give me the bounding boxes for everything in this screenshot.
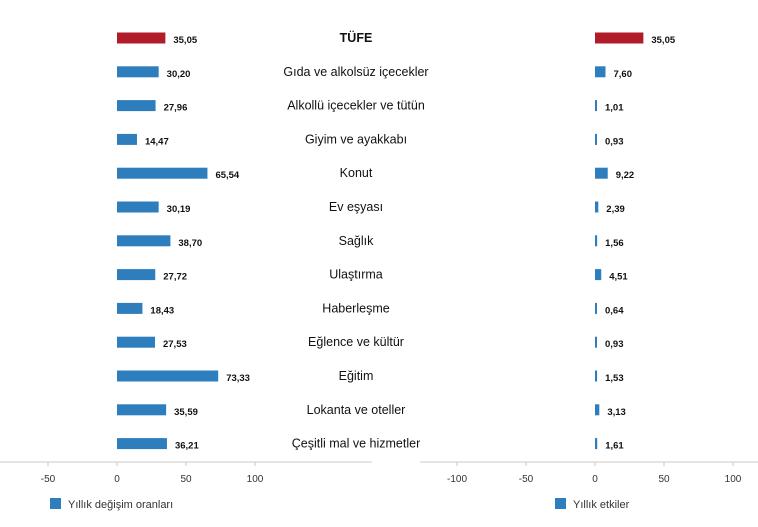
right-legend-label: Yıllık etkiler	[573, 499, 630, 511]
left-x-tick-label: 0	[114, 474, 120, 485]
right-chart-yearly-contributions: 35,05 7,60 1,01 0,93 9,22 2,39 1,56 4,51 0,64 0,9…	[420, 32, 758, 511]
right-x-tick-label: -50	[519, 474, 534, 485]
right-bar-saglik	[595, 235, 598, 247]
category-label-alkollu-icecekler-ve-tutun: Alkollü içecekler ve tütün	[287, 99, 425, 113]
left-value-label-ulastirma: 27,72	[163, 272, 187, 283]
left-bar-giyim-ve-ayakkabi	[117, 133, 137, 145]
left-x-tick-label: 100	[247, 474, 264, 485]
left-chart-yearly-change-rates: 35,05 30,20 27,96 14,47 65,54 30,19 38,70 27,72…	[0, 32, 372, 511]
left-legend-swatch	[50, 498, 61, 509]
category-label-konut: Konut	[340, 166, 373, 180]
right-value-label-lokanta-ve-oteller: 3,13	[607, 407, 626, 418]
right-legend-swatch	[555, 498, 566, 509]
right-value-label-cesitli-mal-ve-hizmetler: 1,61	[605, 441, 624, 452]
right-bar-ev-esyasi	[595, 201, 599, 213]
right-bar-egitim	[595, 370, 598, 382]
left-bar-tufe	[117, 32, 166, 44]
left-value-label-saglik: 38,70	[178, 238, 202, 249]
right-x-tick-label: 100	[725, 474, 742, 485]
right-bar-cesitli-mal-ve-hizmetler	[595, 438, 598, 450]
right-value-label-ulastirma: 4,51	[609, 272, 628, 283]
right-bar-tufe	[595, 32, 644, 44]
right-bar-gida-ve-alkolsuz-icecekler	[595, 66, 606, 78]
left-bar-cesitli-mal-ve-hizmetler	[117, 438, 167, 450]
right-x-tick-label: 50	[658, 474, 670, 485]
left-bar-saglik	[117, 235, 171, 247]
left-value-label-konut: 65,54	[215, 170, 239, 181]
category-label-ulastirma: Ulaştırma	[329, 268, 383, 282]
right-value-label-egitim: 1,53	[605, 373, 624, 384]
left-bar-egitim	[117, 370, 219, 382]
right-value-label-alkollu-icecekler-ve-tutun: 1,01	[605, 103, 624, 114]
left-value-label-ev-esyasi: 30,19	[167, 204, 191, 215]
left-bar-lokanta-ve-oteller	[117, 404, 167, 416]
right-value-label-tufe: 35,05	[651, 35, 675, 46]
left-bar-eglence-ve-kultur	[117, 336, 155, 348]
right-value-label-giyim-ve-ayakkabi: 0,93	[605, 136, 624, 147]
right-bar-konut	[595, 167, 608, 179]
right-bar-ulastirma	[595, 269, 602, 281]
right-bar-haberlesme	[595, 302, 597, 314]
left-bar-gida-ve-alkolsuz-icecekler	[117, 66, 159, 78]
right-bar-eglence-ve-kultur	[595, 336, 597, 348]
right-value-label-eglence-ve-kultur: 0,93	[605, 339, 624, 350]
category-label-lokanta-ve-oteller: Lokanta ve oteller	[307, 403, 406, 417]
category-label-giyim-ve-ayakkabi: Giyim ve ayakkabı	[305, 132, 407, 146]
left-value-label-egitim: 73,33	[226, 373, 250, 384]
left-value-label-alkollu-icecekler-ve-tutun: 27,96	[164, 103, 188, 114]
right-value-label-haberlesme: 0,64	[605, 305, 624, 316]
left-value-label-eglence-ve-kultur: 27,53	[163, 339, 187, 350]
right-x-tick-label: -100	[447, 474, 467, 485]
left-bar-haberlesme	[117, 302, 143, 314]
left-x-tick-label: 50	[180, 474, 192, 485]
left-value-label-giyim-ve-ayakkabi: 14,47	[145, 136, 169, 147]
left-value-label-haberlesme: 18,43	[150, 305, 174, 316]
category-label-ev-esyasi: Ev eşyası	[329, 200, 383, 214]
right-x-tick-label: 0	[592, 474, 598, 485]
category-label-gida-ve-alkolsuz-icecekler: Gıda ve alkolsüz içecekler	[283, 65, 428, 79]
left-bar-ev-esyasi	[117, 201, 159, 213]
left-value-label-gida-ve-alkolsuz-icecekler: 30,20	[167, 69, 191, 80]
left-bar-alkollu-icecekler-ve-tutun	[117, 100, 156, 112]
category-label-haberlesme: Haberleşme	[322, 301, 389, 315]
right-value-label-ev-esyasi: 2,39	[606, 204, 625, 215]
right-bar-alkollu-icecekler-ve-tutun	[595, 100, 597, 112]
right-value-label-saglik: 1,56	[605, 238, 624, 249]
left-x-tick-label: -50	[41, 474, 56, 485]
left-legend-label: Yıllık değişim oranları	[68, 499, 173, 511]
left-bar-ulastirma	[117, 269, 156, 281]
right-value-label-konut: 9,22	[616, 170, 635, 181]
category-label-cesitli-mal-ve-hizmetler: Çeşitli mal ve hizmetler	[292, 437, 421, 451]
right-bar-lokanta-ve-oteller	[595, 404, 600, 416]
left-bar-konut	[117, 167, 208, 179]
category-label-eglence-ve-kultur: Eğlence ve kültür	[308, 335, 404, 349]
left-value-label-cesitli-mal-ve-hizmetler: 36,21	[175, 441, 199, 452]
category-label-saglik: Sağlık	[339, 234, 374, 248]
category-label-tufe: TÜFE	[340, 30, 373, 45]
left-value-label-tufe: 35,05	[173, 35, 197, 46]
right-value-label-gida-ve-alkolsuz-icecekler: 7,60	[613, 69, 632, 80]
category-label-egitim: Eğitim	[339, 369, 374, 383]
right-bar-giyim-ve-ayakkabi	[595, 133, 597, 145]
category-labels: TÜFE Gıda ve alkolsüz içecekler Alkollü iç…	[283, 30, 428, 451]
left-value-label-lokanta-ve-oteller: 35,59	[174, 407, 198, 418]
